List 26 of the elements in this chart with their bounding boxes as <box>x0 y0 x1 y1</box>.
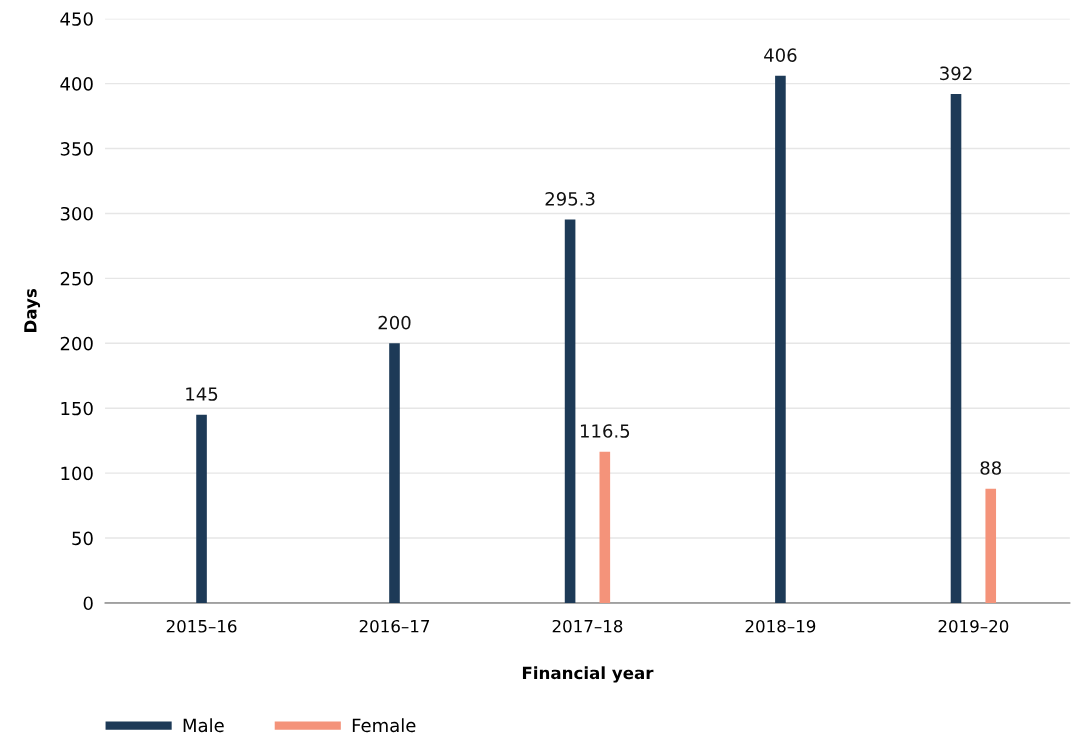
x-tick-label: 2019–20 <box>938 619 1009 633</box>
legend-label: Female <box>352 718 416 733</box>
y-tick-label: 250 <box>60 271 93 286</box>
y-axis-title: Days <box>24 288 41 332</box>
y-tick-label: 150 <box>61 401 93 416</box>
data-label: 295.3 <box>545 192 595 206</box>
data-label: 88 <box>980 461 1001 475</box>
y-tick-label: 450 <box>60 12 93 26</box>
x-tick-label: 2018–19 <box>745 619 816 633</box>
y-tick-label: 400 <box>60 77 93 91</box>
y-tick-label: 350 <box>60 142 93 156</box>
y-tick-label: 100 <box>61 466 93 481</box>
x-tick-label: 2015–16 <box>166 619 237 633</box>
data-label: 392 <box>940 66 972 81</box>
y-tick-label: 300 <box>60 206 93 221</box>
data-label: 200 <box>378 315 411 330</box>
data-label: 406 <box>764 48 797 62</box>
x-axis-title: Financial year <box>522 666 654 683</box>
y-tick-label: 200 <box>60 336 93 351</box>
data-label: 116.5 <box>580 424 630 438</box>
y-tick-label: 0 <box>83 596 93 611</box>
legend-label: Male <box>183 718 224 733</box>
data-label: 145 <box>186 387 218 401</box>
x-tick-label: 2017–18 <box>552 619 623 633</box>
y-tick-label: 50 <box>72 531 93 546</box>
x-tick-label: 2016–17 <box>359 619 430 633</box>
